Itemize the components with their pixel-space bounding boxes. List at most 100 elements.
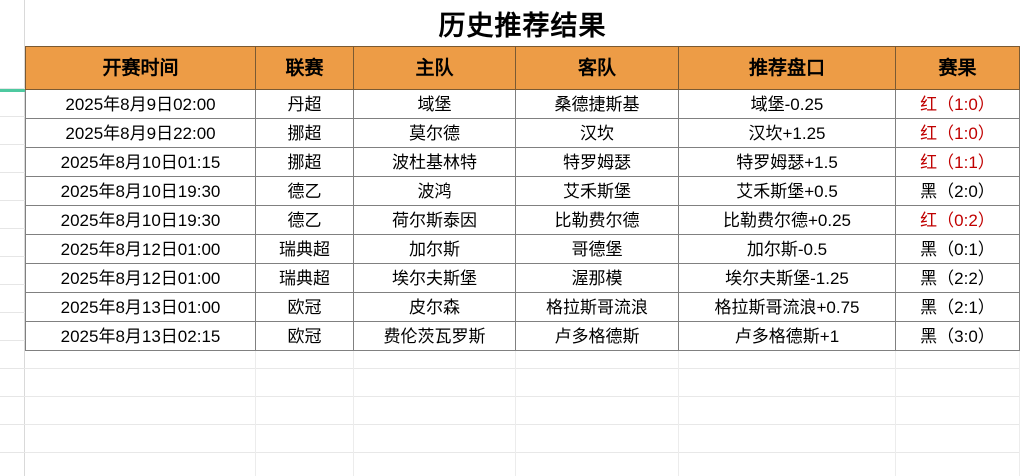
cell-away[interactable]: 汉坎 [515,118,679,148]
cell-pick[interactable]: 域堡-0.25 [678,89,896,119]
cell-time[interactable]: 2025年8月9日02:00 [25,89,256,119]
cell-text: 卢多格德斯+1 [734,326,840,346]
cell-text: 2025年8月10日19:30 [60,210,221,230]
column-header-result[interactable]: 赛果 [895,46,1020,90]
cell-home[interactable]: 皮尔森 [353,292,516,322]
cell-result[interactable]: 黑（2:1） [895,292,1020,322]
cell-time[interactable]: 2025年8月12日01:00 [25,263,256,293]
cell-league[interactable]: 挪超 [255,118,354,148]
column-header-home[interactable]: 主队 [353,46,516,90]
table-header-row: 开赛时间 联赛 主队 客队 推荐盘口 赛果 [25,46,1020,90]
cell-away[interactable]: 特罗姆瑟 [515,147,679,177]
cell-pick[interactable]: 汉坎+1.25 [678,118,896,148]
table-row[interactable]: 2025年8月9日22:00 挪超 莫尔德 汉坎 汉坎+1.25 红（1:0） [25,118,1020,148]
cell-league[interactable]: 瑞典超 [255,263,354,293]
cell-text: 波杜基林特 [392,152,477,172]
cell-result[interactable]: 红（1:1） [895,147,1020,177]
cell-time[interactable]: 2025年8月10日01:15 [25,147,256,177]
table-row[interactable]: 2025年8月12日01:00 瑞典超 加尔斯 哥德堡 加尔斯-0.5 黑（0:1） [25,234,1020,264]
cell-league[interactable]: 德乙 [255,176,354,206]
cell-result[interactable]: 黑（0:1） [895,234,1020,264]
column-header-label: 联赛 [285,57,324,79]
cell-league[interactable]: 丹超 [255,89,354,119]
cell-time[interactable]: 2025年8月13日02:15 [25,321,256,351]
cell-result[interactable]: 黑（3:0） [895,321,1020,351]
cell-home[interactable]: 荷尔斯泰因 [353,205,516,235]
cell-text: 比勒费尔德 [554,210,640,230]
cell-result[interactable]: 红（0:2） [895,205,1020,235]
cell-text: 埃尔夫斯堡-1.25 [725,268,849,288]
grid-hline [25,368,1020,369]
cell-text: 黑（2:1） [920,297,995,317]
cell-home[interactable]: 波杜基林特 [353,147,516,177]
cell-away[interactable]: 艾禾斯堡 [515,176,679,206]
cell-text: 皮尔森 [409,297,460,317]
table-row[interactable]: 2025年8月13日02:15 欧冠 费伦茨瓦罗斯 卢多格德斯 卢多格德斯+1 黑（3:0… [25,321,1020,351]
cell-league[interactable]: 挪超 [255,147,354,177]
cell-text: 渥那模 [571,268,623,288]
cell-text: 2025年8月13日02:15 [60,326,221,346]
cell-time[interactable]: 2025年8月9日22:00 [25,118,256,148]
cell-result[interactable]: 红（1:0） [895,118,1020,148]
cell-time[interactable]: 2025年8月13日01:00 [25,292,256,322]
cell-league[interactable]: 欧冠 [255,292,354,322]
cell-text: 德乙 [287,181,322,201]
cell-away[interactable]: 卢多格德斯 [515,321,679,351]
cell-home[interactable]: 波鸿 [353,176,516,206]
cell-home[interactable]: 费伦茨瓦罗斯 [353,321,516,351]
cell-pick[interactable]: 卢多格德斯+1 [678,321,896,351]
gutter-line [0,228,25,229]
cell-result[interactable]: 黑（2:0） [895,176,1020,206]
cell-home[interactable]: 莫尔德 [353,118,516,148]
cell-away[interactable]: 比勒费尔德 [515,205,679,235]
column-header-time[interactable]: 开赛时间 [25,46,256,90]
cell-time[interactable]: 2025年8月12日01:00 [25,234,256,264]
cell-text: 加尔斯-0.5 [746,239,828,259]
table-row[interactable]: 2025年8月13日01:00 欧冠 皮尔森 格拉斯哥流浪 格拉斯哥流浪+0.75 黑（2… [25,292,1020,322]
cell-away[interactable]: 渥那模 [515,263,679,293]
row-number-gutter [0,0,25,476]
cell-pick[interactable]: 比勒费尔德+0.25 [678,205,896,235]
cell-league[interactable]: 瑞典超 [255,234,354,264]
cell-text: 挪超 [287,152,322,172]
table-row[interactable]: 2025年8月10日01:15 挪超 波杜基林特 特罗姆瑟 特罗姆瑟+1.5 红（1:1） [25,147,1020,177]
cell-text: 黑（2:2） [920,268,995,288]
grid-hline [25,452,1020,453]
cell-text: 艾禾斯堡 [563,181,631,201]
cell-text: 加尔斯 [409,239,460,259]
cell-text: 2025年8月12日01:00 [60,239,221,259]
cell-home[interactable]: 埃尔夫斯堡 [353,263,516,293]
grid-hline [25,396,1020,397]
cell-text: 比勒费尔德+0.25 [722,210,851,230]
cell-result[interactable]: 红（1:0） [895,89,1020,119]
cell-text: 域堡 [417,94,452,114]
cell-away[interactable]: 桑德捷斯基 [515,89,679,119]
cell-time[interactable]: 2025年8月10日19:30 [25,205,256,235]
cell-pick[interactable]: 格拉斯哥流浪+0.75 [678,292,896,322]
sheet-title-row: 历史推荐结果 [25,0,1020,46]
cell-away[interactable]: 格拉斯哥流浪 [515,292,679,322]
cell-pick[interactable]: 埃尔夫斯堡-1.25 [678,263,896,293]
selection-edge-marker [0,89,25,92]
table-row[interactable]: 2025年8月10日19:30 德乙 荷尔斯泰因 比勒费尔德 比勒费尔德+0.25 红（0… [25,205,1020,235]
cell-time[interactable]: 2025年8月10日19:30 [25,176,256,206]
cell-pick[interactable]: 特罗姆瑟+1.5 [678,147,896,177]
cell-home[interactable]: 域堡 [353,89,516,119]
column-header-pick[interactable]: 推荐盘口 [678,46,896,90]
table-row[interactable]: 2025年8月9日02:00 丹超 域堡 桑德捷斯基 域堡-0.25 红（1:0） [25,89,1020,119]
cell-league[interactable]: 德乙 [255,205,354,235]
cell-away[interactable]: 哥德堡 [515,234,679,264]
column-header-away[interactable]: 客队 [515,46,679,90]
column-header-league[interactable]: 联赛 [255,46,354,90]
cell-league[interactable]: 欧冠 [255,321,354,351]
cell-pick[interactable]: 艾禾斯堡+0.5 [678,176,896,206]
cell-result[interactable]: 黑（2:2） [895,263,1020,293]
cell-pick[interactable]: 加尔斯-0.5 [678,234,896,264]
table-row[interactable]: 2025年8月10日19:30 德乙 波鸿 艾禾斯堡 艾禾斯堡+0.5 黑（2:0） [25,176,1020,206]
column-header-label: 开赛时间 [102,57,179,79]
table-row[interactable]: 2025年8月12日01:00 瑞典超 埃尔夫斯堡 渥那模 埃尔夫斯堡-1.25 黑（2:… [25,263,1020,293]
gutter-line [0,256,25,257]
cell-home[interactable]: 加尔斯 [353,234,516,264]
cell-text: 黑（0:1） [920,239,995,259]
